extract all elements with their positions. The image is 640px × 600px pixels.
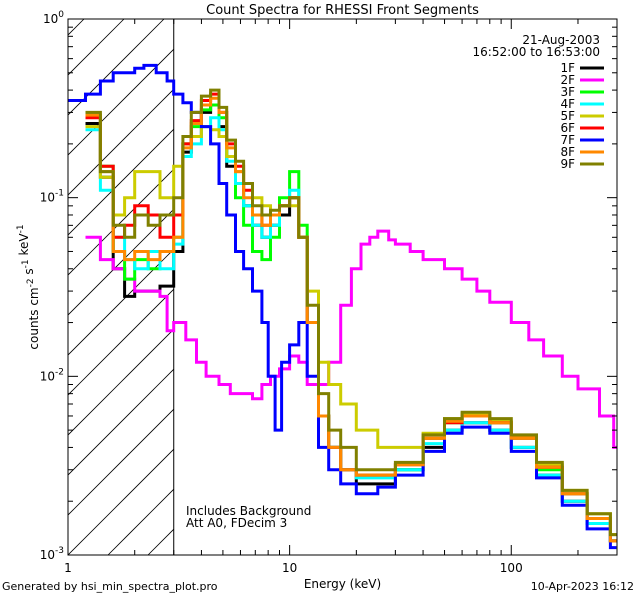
annotation-line: Att A0, FDecim 3 (186, 516, 287, 530)
y-tick-label: 10-3 (40, 546, 64, 562)
series-line-9F (85, 88, 617, 537)
y-axis-label: counts cm-2 s-1 keV-1 (16, 224, 41, 349)
series-line-2F (85, 229, 617, 449)
x-axis-label: Energy (keV) (304, 577, 381, 591)
legend-label-3F: 3F (560, 85, 575, 99)
legend-label-5F: 5F (560, 109, 575, 123)
series-line-8F (85, 96, 617, 543)
plot-frame (67, 18, 618, 556)
legend-label-9F: 9F (560, 157, 575, 171)
legend-label-2F: 2F (560, 73, 575, 87)
axis-ticks (67, 18, 618, 556)
y-tick-label: 10-2 (40, 367, 64, 383)
footer-timestamp: 10-Apr-2023 16:12 (530, 580, 634, 593)
x-tick-label: 10 (282, 561, 297, 575)
series-group (68, 63, 617, 550)
chart-title: Count Spectra for RHESSI Front Segments (206, 3, 479, 18)
time-range-label: 16:52:00 to 16:53:00 (473, 45, 600, 59)
legend-label-1F: 1F (560, 61, 575, 75)
footer-generated-by: Generated by hsi_min_spectra_plot.pro (2, 580, 218, 593)
x-tick-label: 100 (500, 561, 523, 575)
series-line-4F (85, 116, 617, 543)
date-label: 21-Aug-2003 (522, 33, 600, 47)
y-tick-label: 100 (43, 10, 64, 26)
legend-label-7F: 7F (560, 133, 575, 147)
annotation-line: Includes Background (186, 504, 311, 518)
y-tick-label: 10-1 (40, 189, 64, 205)
x-tick-label: 1 (64, 561, 72, 575)
series-line-7F (68, 63, 617, 550)
legend-label-8F: 8F (560, 145, 575, 159)
legend-label-6F: 6F (560, 121, 575, 135)
legend-label-4F: 4F (560, 97, 575, 111)
